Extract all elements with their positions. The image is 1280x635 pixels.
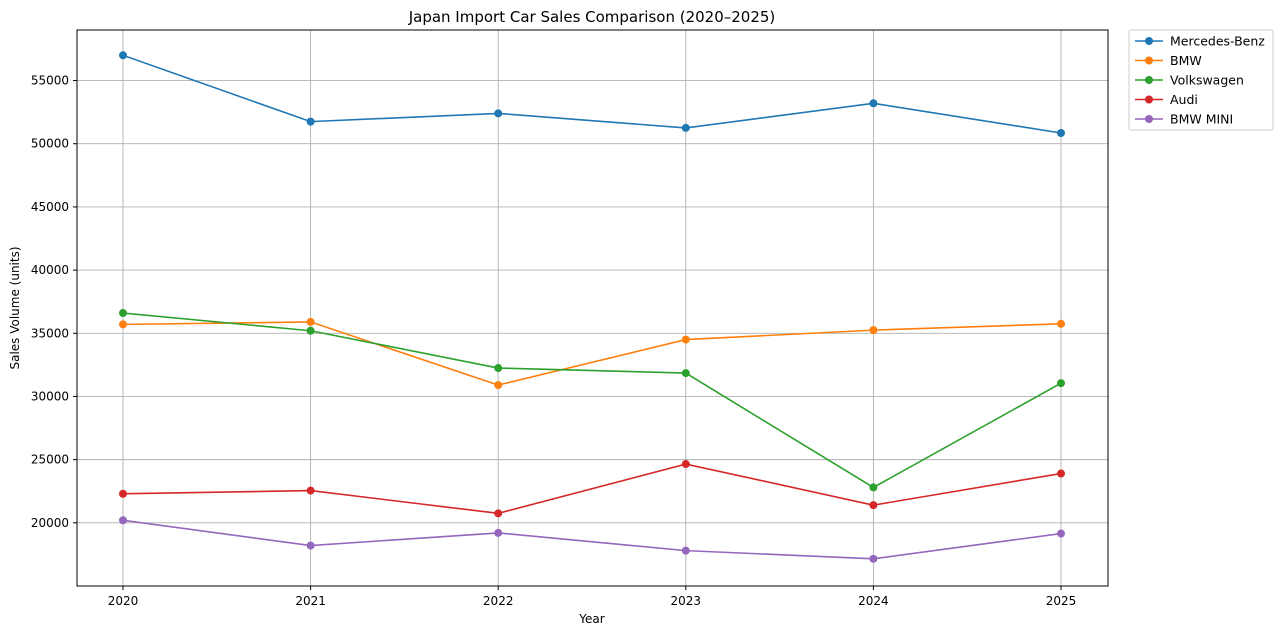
data-point-bmw-mini <box>1057 529 1065 538</box>
legend-marker-audi <box>1145 95 1153 104</box>
series-audi <box>119 460 1065 518</box>
legend: Mercedes-Benz BMW Volkswagen Audi BMW MINI <box>1128 29 1274 131</box>
x-tick-label: 2024 <box>858 594 889 608</box>
data-point-audi <box>681 460 690 469</box>
data-point-bmw-mini <box>869 554 878 563</box>
data-point-bmw <box>306 317 315 326</box>
data-point-mercedes-benz <box>681 123 690 132</box>
x-tick-label: 2021 <box>295 594 326 608</box>
x-tick-label: 2020 <box>108 594 139 608</box>
data-point-bmw-mini <box>681 546 690 555</box>
series-line-bmw-mini <box>122 519 1062 560</box>
data-point-volkswagen <box>494 364 503 373</box>
data-point-volkswagen <box>119 309 127 318</box>
data-point-volkswagen <box>681 369 690 378</box>
data-point-bmw-mini <box>494 528 503 537</box>
legend-marker-bmw <box>1145 56 1153 65</box>
data-point-audi <box>494 509 503 518</box>
y-tick-label: 25000 <box>31 453 69 467</box>
data-point-mercedes-benz <box>869 99 878 108</box>
y-tick-label: 40000 <box>31 263 69 277</box>
data-point-mercedes-benz <box>306 117 315 126</box>
data-point-volkswagen <box>869 483 878 492</box>
data-point-bmw <box>869 326 878 335</box>
grid-layer <box>77 30 1108 586</box>
data-point-audi <box>119 489 127 498</box>
x-axis-label: Year <box>578 612 604 626</box>
series-bmw <box>119 317 1065 390</box>
data-point-audi <box>869 501 878 510</box>
legend-marker-mercedes-benz <box>1145 37 1153 45</box>
series-mercedes-benz <box>119 51 1065 137</box>
series-layer <box>119 51 1065 563</box>
series-line-bmw <box>122 321 1062 386</box>
legend-box <box>1128 29 1274 131</box>
chart-title: Japan Import Car Sales Comparison (2020–… <box>408 8 776 26</box>
data-point-bmw-mini <box>306 541 315 550</box>
legend-marker-bmw-mini <box>1145 115 1153 123</box>
data-point-bmw-mini <box>119 516 127 525</box>
data-point-mercedes-benz <box>1057 128 1065 137</box>
y-tick-label: 45000 <box>31 200 69 214</box>
series-bmw-mini <box>119 516 1065 563</box>
legend-label-bmw-mini: BMW MINI <box>1170 112 1233 127</box>
x-tick-label: 2023 <box>671 594 702 608</box>
data-point-mercedes-benz <box>494 109 503 118</box>
data-point-bmw <box>1057 319 1065 328</box>
y-tick-label: 55000 <box>31 74 69 88</box>
data-point-bmw <box>681 335 690 344</box>
legend-label-volkswagen: Volkswagen <box>1170 73 1244 88</box>
data-point-bmw <box>494 381 503 390</box>
y-tick-label: 20000 <box>31 516 69 530</box>
x-tick-label: 2025 <box>1046 594 1077 608</box>
data-point-volkswagen <box>306 326 315 335</box>
y-axis-label: Sales Volume (units) <box>8 246 22 369</box>
y-tick-label: 50000 <box>31 137 69 151</box>
y-tick-label: 30000 <box>31 389 69 403</box>
legend-label-bmw: BMW <box>1170 53 1202 68</box>
data-point-audi <box>306 486 315 495</box>
plot-frame <box>76 29 1109 587</box>
series-volkswagen <box>119 309 1065 492</box>
ticks-layer: 2020 2021 2022 2023 2024 2025 20000 25000 30000 3… <box>31 74 1076 608</box>
series-line-mercedes-benz <box>122 54 1062 134</box>
data-point-volkswagen <box>1057 379 1065 388</box>
data-point-bmw <box>119 320 127 329</box>
legend-marker-volkswagen <box>1145 76 1153 84</box>
series-line-volkswagen <box>122 312 1062 489</box>
legend-label-audi: Audi <box>1170 92 1198 107</box>
legend-label-mercedes-benz: Mercedes-Benz <box>1170 34 1265 49</box>
y-tick-label: 35000 <box>31 326 69 340</box>
data-point-mercedes-benz <box>119 51 127 60</box>
x-tick-label: 2022 <box>483 594 514 608</box>
data-point-audi <box>1057 469 1065 478</box>
series-line-audi <box>122 463 1062 515</box>
